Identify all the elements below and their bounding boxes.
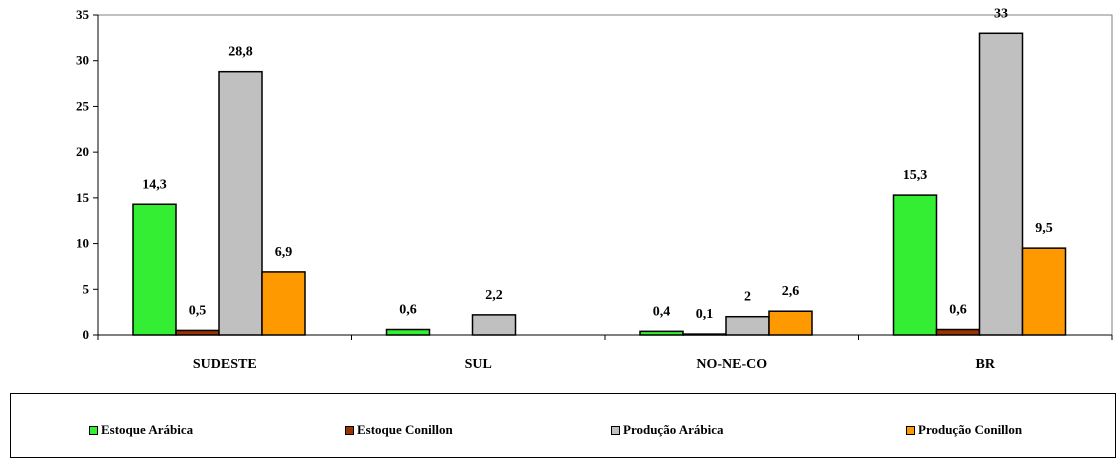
data-label: 0,6 [399, 303, 417, 318]
legend-swatch [611, 425, 620, 435]
bar [978, 32, 1024, 336]
bar [132, 203, 177, 336]
bar [639, 330, 684, 336]
data-label: 28,8 [228, 45, 253, 60]
data-label: 0,6 [949, 303, 967, 318]
legend-label: Estoque Arábica [101, 422, 194, 437]
legend-swatch [906, 425, 915, 435]
legend-item-producao-conillon: Produção Conillon [906, 422, 1022, 438]
data-label: 6,9 [275, 245, 293, 260]
y-tick-label: 10 [76, 236, 89, 251]
legend-swatch [345, 425, 354, 435]
y-tick-label: 25 [76, 98, 90, 113]
legend-swatch [89, 425, 98, 435]
bar [385, 328, 431, 336]
y-tick-label: 5 [83, 281, 90, 296]
y-tick-label: 0 [83, 327, 90, 342]
bar [1021, 247, 1067, 336]
category-label: NO-NE-CO [696, 357, 767, 372]
legend-label: Estoque Conillon [357, 422, 453, 437]
bar [892, 194, 938, 336]
bar [682, 333, 727, 336]
y-tick-label: 30 [76, 53, 89, 68]
data-label: 33 [994, 6, 1008, 21]
data-label: 0,5 [189, 303, 207, 318]
bar [218, 70, 263, 336]
data-label: 2 [744, 290, 751, 305]
data-label: 14,3 [142, 177, 167, 192]
data-label: 2,2 [485, 288, 503, 303]
bar [768, 310, 813, 336]
data-label: 0,1 [696, 307, 714, 322]
y-tick-label: 35 [76, 7, 90, 22]
legend-item-producao-arabica: Produção Arábica [611, 422, 724, 438]
bar [175, 329, 220, 336]
bar [935, 328, 981, 336]
legend-item-estoque-conillon: Estoque Conillon [345, 422, 453, 438]
y-tick-label: 20 [76, 144, 89, 159]
y-tick-label: 15 [76, 190, 90, 205]
bar [471, 314, 517, 336]
legend-item-estoque-arabica: Estoque Arábica [89, 422, 193, 438]
data-label: 15,3 [903, 168, 928, 183]
legend-label: Produção Conillon [918, 422, 1023, 437]
data-label: 9,5 [1035, 221, 1053, 236]
chart-legend: Estoque Arábica Estoque Conillon Produçã… [10, 393, 1116, 458]
category-label: SUDESTE [193, 357, 257, 372]
category-label: SUL [465, 357, 492, 372]
data-label: 0,4 [653, 304, 671, 319]
legend-label: Produção Arábica [623, 422, 724, 437]
bar [261, 271, 306, 336]
bar [725, 315, 770, 336]
data-label: 2,6 [782, 284, 800, 299]
category-label: BR [976, 357, 996, 372]
